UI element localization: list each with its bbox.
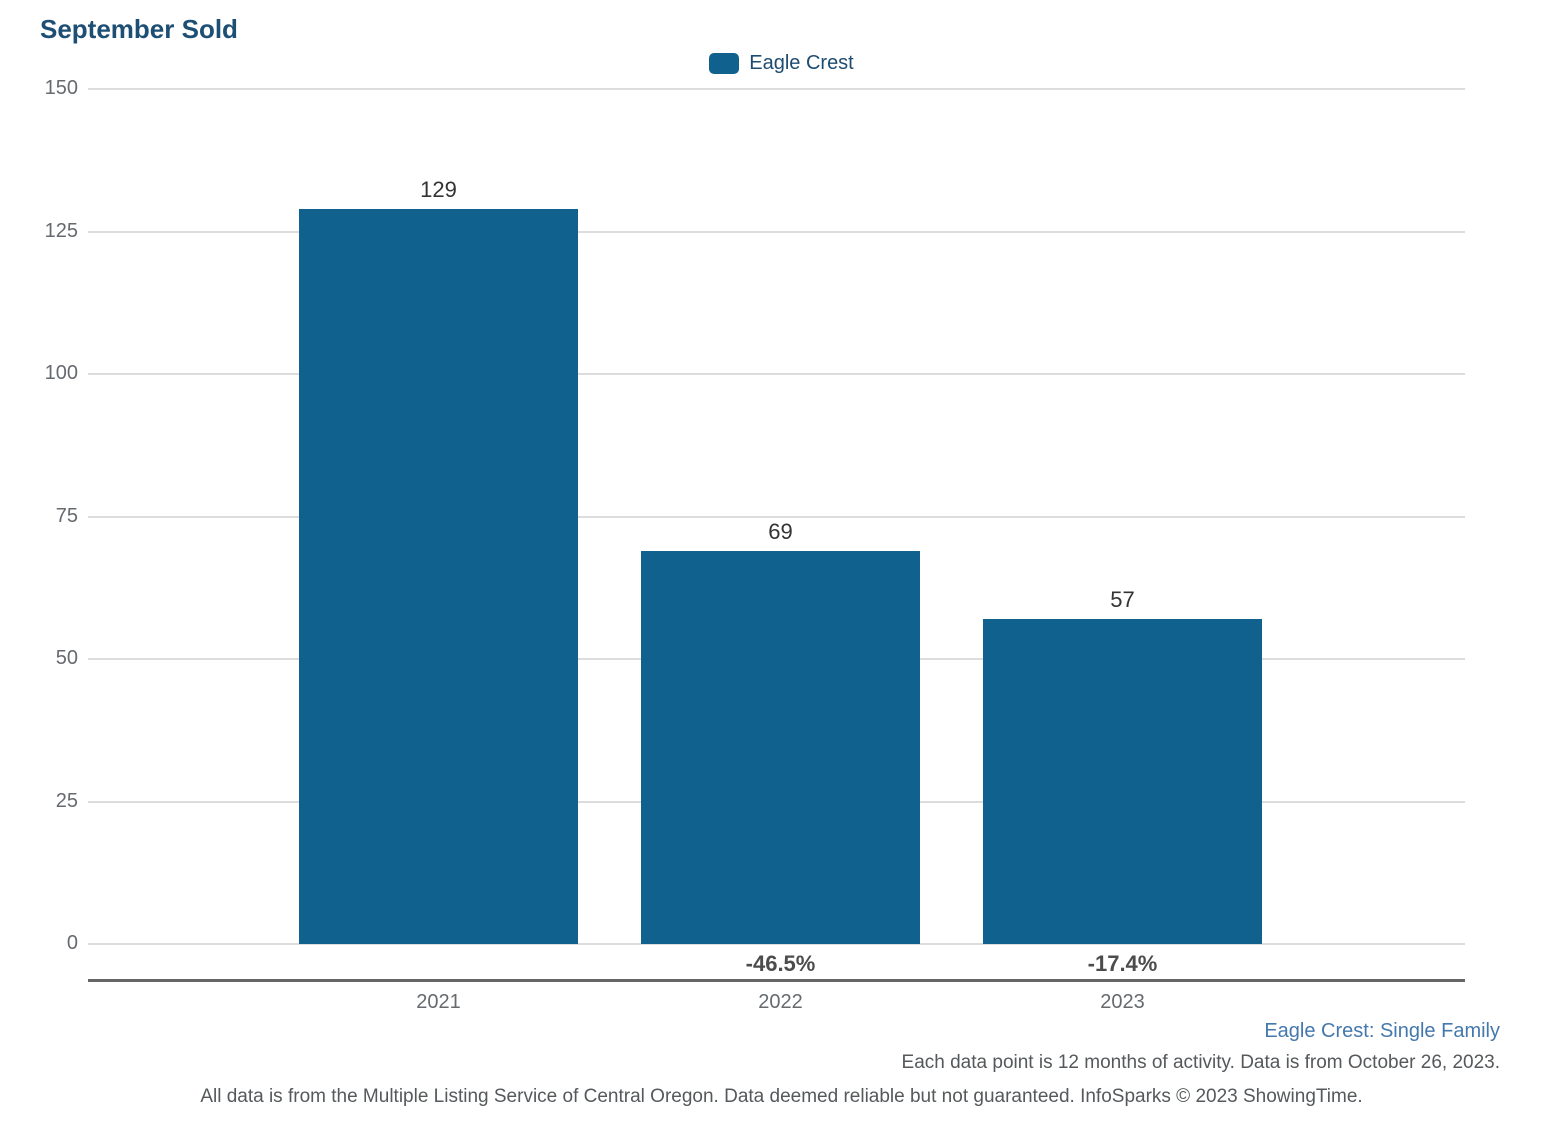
footer-segment-label: Eagle Crest: Single Family <box>1264 1020 1500 1042</box>
chart-title: September Sold <box>40 14 238 44</box>
y-tick-label: 0 <box>66 932 78 954</box>
y-tick-label: 125 <box>44 219 78 242</box>
x-tick-label: 2023 <box>1100 991 1145 1013</box>
bar-pct-change-label: -46.5% <box>745 951 816 976</box>
footer-disclaimer: All data is from the Multiple Listing Se… <box>200 1086 1363 1107</box>
bar-value-label: 129 <box>420 176 457 202</box>
x-tick-label: 2021 <box>416 991 461 1013</box>
x-tick-label: 2022 <box>758 991 803 1013</box>
gridline <box>88 515 1465 518</box>
bar-2023[interactable] <box>983 619 1262 944</box>
x-axis-line <box>88 979 1465 982</box>
gridline <box>88 943 1465 945</box>
y-tick-label: 50 <box>55 647 78 669</box>
bar-pct-change-label: -17.4% <box>1087 951 1158 976</box>
gridline <box>88 88 1465 90</box>
legend-swatch-icon <box>709 53 740 74</box>
legend-label: Eagle Crest <box>749 52 854 74</box>
bar-value-label: 57 <box>1110 587 1135 613</box>
y-tick-label: 75 <box>55 504 78 527</box>
footer-data-note: Each data point is 12 months of activity… <box>901 1052 1500 1073</box>
gridline <box>88 230 1465 233</box>
bar-2021[interactable] <box>299 208 578 944</box>
gridline <box>88 373 1465 375</box>
bar-2022[interactable] <box>641 550 920 944</box>
y-tick-label: 150 <box>44 77 78 99</box>
plot-area <box>88 88 1465 945</box>
y-tick-label: 100 <box>44 362 78 384</box>
bar-value-label: 69 <box>768 518 793 544</box>
y-tick-label: 25 <box>55 789 78 812</box>
legend[interactable]: Eagle Crest <box>0 52 1563 75</box>
